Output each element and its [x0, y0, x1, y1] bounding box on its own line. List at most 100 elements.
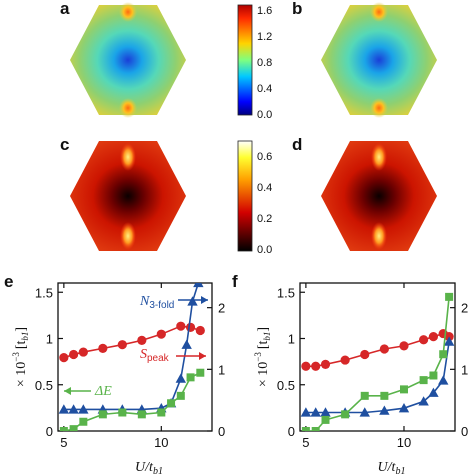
panel-label-f: f	[232, 272, 238, 291]
x-axis-label-sub: b1	[153, 466, 163, 474]
y-left-tick-label: 1.5	[277, 285, 295, 300]
annotation-arrow-head	[64, 387, 71, 395]
colorbar-top-tick: 0.8	[257, 57, 272, 69]
data-point-triangle	[398, 402, 410, 413]
data-point-circle	[360, 349, 370, 360]
data-point-square	[157, 408, 166, 417]
y-left-tick-label: 0.5	[35, 378, 53, 393]
x-tick-label: 5	[302, 435, 309, 450]
y-left-tick-label: 1.5	[35, 285, 53, 300]
map-b-hexagon	[321, 5, 437, 115]
data-point-square	[196, 368, 205, 377]
data-point-square	[98, 410, 107, 419]
map-c-hotspot-bottom	[120, 222, 136, 250]
x-axis-label: U/tb1	[378, 460, 406, 474]
data-point-triangle	[68, 404, 79, 414]
series-annotation-sub: peak	[147, 353, 170, 364]
panel-label-a: a	[60, 0, 70, 18]
data-point-triangle	[310, 407, 321, 417]
data-point-square	[399, 385, 408, 394]
x-tick-label: 10	[397, 435, 411, 450]
plot-frame	[57, 282, 213, 432]
y-right-tick-label: 1	[218, 362, 225, 377]
data-point-square	[167, 399, 176, 408]
data-point-square	[79, 417, 88, 426]
data-point-square	[380, 391, 389, 400]
data-point-square	[118, 408, 127, 417]
data-point-triangle	[379, 405, 390, 415]
colorbar-bottom: 0.6 0.4 0.2 0.0	[237, 140, 272, 256]
data-point-triangle	[359, 407, 370, 417]
colorbar-top-tick: 1.2	[257, 31, 272, 43]
map-d	[321, 141, 437, 251]
series-group	[58, 283, 205, 431]
y-right-tick-label: 0	[218, 424, 225, 439]
data-point-square	[69, 425, 78, 431]
data-point-circle	[98, 343, 108, 353]
data-point-triangle	[443, 336, 455, 346]
colorbar-top-bar	[237, 4, 253, 116]
map-a-hexagon	[70, 5, 186, 115]
data-point-triangle	[58, 404, 70, 414]
y-left-tick-label: 0	[46, 424, 53, 439]
colorbar-bottom-tick: 0.4	[257, 182, 272, 194]
y-axis-label-unit: [t	[256, 340, 271, 349]
data-point-triangle	[181, 339, 192, 349]
data-point-triangle	[193, 283, 204, 288]
y-left-tick-label: 1	[288, 332, 295, 347]
annotation-arrow-head	[201, 296, 208, 304]
y-axis-label-unit-close: ]	[14, 327, 29, 332]
data-point-square	[445, 292, 454, 301]
y-axis-label-part: × 10	[14, 362, 29, 387]
data-point-circle	[195, 325, 205, 336]
x-axis-label-sub: b1	[395, 466, 405, 474]
data-point-square	[321, 415, 330, 424]
y-left-tick-label: 0	[288, 424, 295, 439]
plot-frame	[299, 282, 456, 432]
data-point-circle	[340, 355, 350, 365]
data-point-circle	[379, 344, 389, 354]
data-point-circle	[428, 332, 439, 342]
data-point-triangle	[78, 404, 89, 414]
data-point-square	[311, 427, 320, 431]
y-axis-label-unit: [t	[14, 340, 29, 349]
map-b	[321, 2, 437, 118]
series-line	[305, 341, 450, 414]
data-point-square	[137, 410, 146, 419]
map-c-hexagon	[70, 141, 186, 251]
data-point-circle	[78, 347, 88, 357]
data-point-circle	[399, 341, 409, 351]
data-point-square	[439, 350, 448, 359]
colorbar-bottom-tick: 0.6	[257, 151, 272, 163]
data-point-square	[341, 410, 350, 419]
y-axis-label-unit-sub: b1	[262, 332, 272, 341]
data-point-square	[429, 371, 438, 380]
map-d-hexagon	[321, 141, 437, 251]
data-point-circle	[301, 361, 311, 371]
map-a-hotspot-bottom	[119, 98, 137, 118]
colorbar-bottom-tick: 0.0	[257, 244, 272, 256]
x-tick-label: 5	[60, 435, 67, 450]
data-point-triangle	[438, 375, 449, 385]
colorbar-top-tick: 0.0	[257, 109, 272, 121]
data-point-square	[360, 391, 369, 400]
data-point-triangle	[428, 387, 439, 397]
colorbar-top: 1.6 1.2 0.8 0.4 0.0	[237, 4, 272, 121]
series-annotation: ΔE	[94, 384, 112, 399]
colorbar-bottom-tick: 0.2	[257, 213, 272, 225]
map-c-hotspot-top	[120, 143, 136, 171]
y-axis-label: × 10−3 [tb1]	[11, 327, 30, 387]
series-group	[300, 292, 455, 431]
data-point-circle	[68, 349, 79, 360]
map-a-hotspot-top	[119, 2, 137, 22]
map-c	[70, 141, 186, 251]
data-point-triangle	[175, 373, 187, 383]
data-point-circle	[419, 335, 429, 345]
colorbar-bottom-bar	[237, 140, 253, 252]
map-b-hotspot-bottom	[370, 98, 388, 118]
series-annotation-sub: 3-fold	[149, 300, 174, 311]
data-point-circle	[176, 321, 186, 331]
data-point-circle	[311, 361, 321, 371]
y-axis-label-unit-sub: b1	[20, 332, 30, 341]
